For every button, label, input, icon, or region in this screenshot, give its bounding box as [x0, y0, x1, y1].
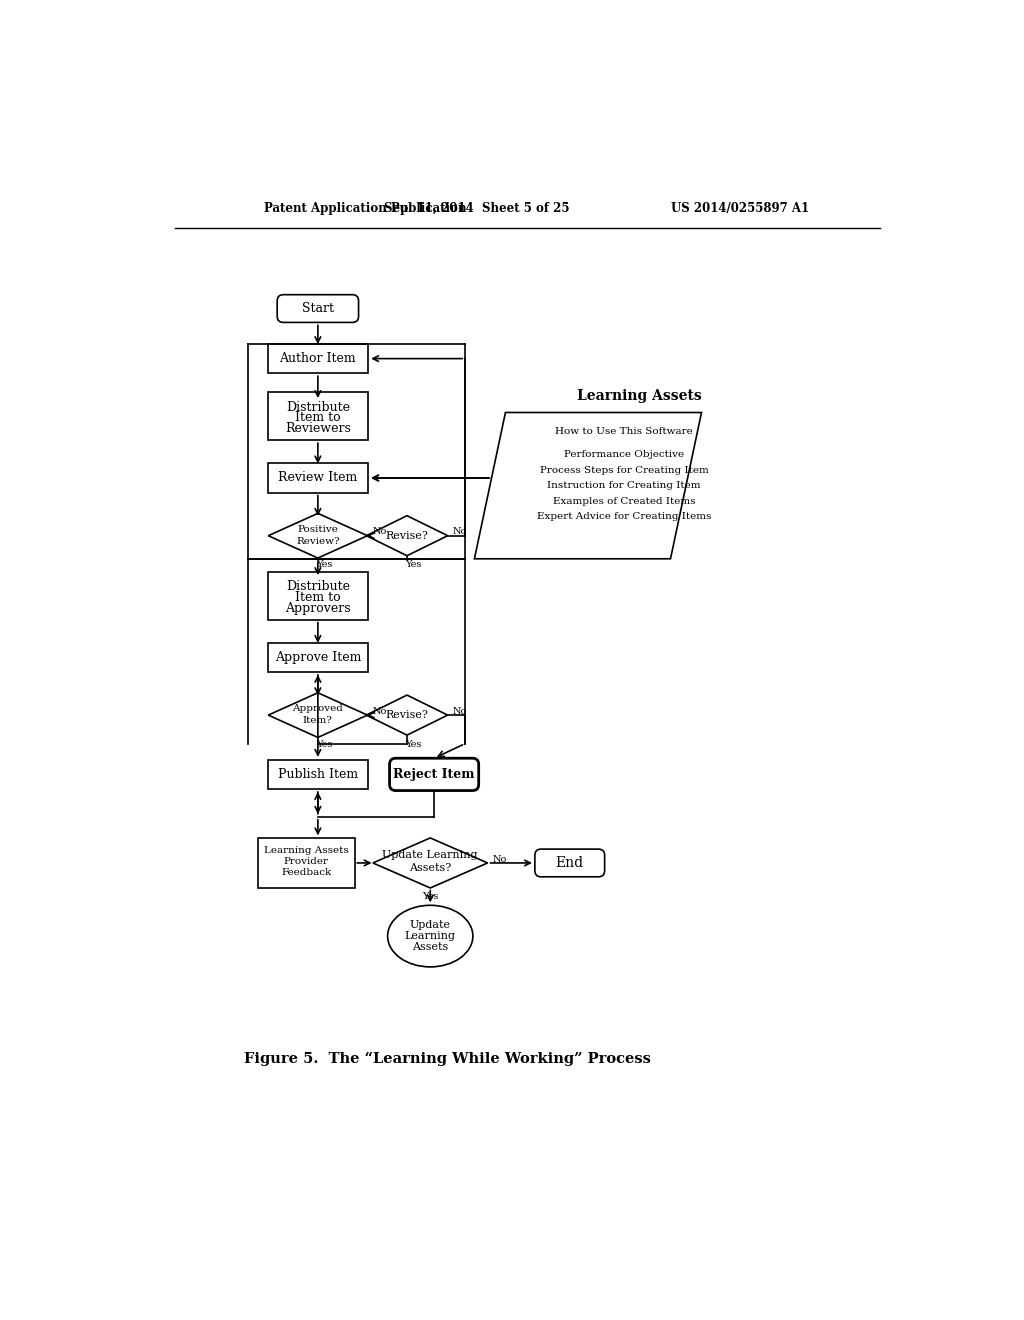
Text: How to Use This Software: How to Use This Software	[555, 428, 693, 436]
Text: Process Steps for Creating Item: Process Steps for Creating Item	[540, 466, 709, 475]
Text: Patent Application Publication: Patent Application Publication	[263, 202, 466, 215]
Text: Learning: Learning	[404, 931, 456, 941]
Text: Author Item: Author Item	[280, 352, 356, 366]
Bar	[267, 760, 369, 789]
Text: Update: Update	[410, 920, 451, 931]
Text: Item to: Item to	[295, 591, 341, 603]
FancyBboxPatch shape	[389, 758, 478, 791]
Text: Distribute: Distribute	[286, 579, 350, 593]
Text: Start: Start	[302, 302, 334, 315]
Bar	[267, 463, 369, 492]
Text: Positive: Positive	[297, 525, 338, 535]
Text: Performance Objective: Performance Objective	[564, 450, 684, 459]
Polygon shape	[474, 412, 701, 558]
Text: Reviewers: Reviewers	[285, 422, 351, 436]
Text: Provider: Provider	[284, 857, 329, 866]
Bar	[267, 392, 369, 441]
Text: Sep. 11, 2014  Sheet 5 of 25: Sep. 11, 2014 Sheet 5 of 25	[384, 202, 569, 215]
Text: Distribute: Distribute	[286, 400, 350, 413]
Polygon shape	[367, 696, 447, 735]
Text: Review Item: Review Item	[279, 471, 357, 484]
Text: Approve Item: Approve Item	[274, 651, 361, 664]
Polygon shape	[268, 693, 368, 738]
Text: Reject Item: Reject Item	[393, 768, 475, 781]
Bar	[267, 643, 369, 672]
Text: No: No	[453, 528, 467, 536]
Text: Item?: Item?	[303, 715, 333, 725]
Text: Approved: Approved	[293, 705, 343, 713]
Text: Instruction for Creating Item: Instruction for Creating Item	[547, 482, 700, 490]
Text: Item to: Item to	[295, 412, 341, 425]
Text: Assets: Assets	[412, 942, 449, 952]
Text: Yes: Yes	[406, 741, 422, 748]
Text: No: No	[373, 528, 387, 536]
Text: Publish Item: Publish Item	[278, 768, 358, 781]
Text: Yes: Yes	[315, 561, 332, 569]
Text: Expert Advice for Creating Items: Expert Advice for Creating Items	[537, 512, 712, 521]
FancyBboxPatch shape	[535, 849, 604, 876]
Text: Examples of Created Items: Examples of Created Items	[553, 496, 695, 506]
Ellipse shape	[388, 906, 473, 966]
Text: Learning Assets: Learning Assets	[264, 846, 348, 855]
Text: Revise?: Revise?	[386, 531, 428, 541]
Text: Figure 5.  The “Learning While Working” Process: Figure 5. The “Learning While Working” P…	[245, 1052, 651, 1067]
Bar	[267, 345, 369, 374]
Text: Learning Assets: Learning Assets	[578, 388, 701, 403]
Text: Assets?: Assets?	[410, 862, 452, 873]
Text: No: No	[373, 706, 387, 715]
Text: Approvers: Approvers	[285, 602, 350, 615]
Text: Update Learning: Update Learning	[383, 850, 478, 861]
Polygon shape	[373, 838, 487, 888]
Text: Yes: Yes	[406, 561, 422, 569]
Text: Review?: Review?	[296, 537, 340, 545]
Text: Yes: Yes	[315, 741, 332, 748]
Bar	[267, 572, 369, 619]
FancyBboxPatch shape	[278, 294, 358, 322]
Bar	[258, 838, 354, 888]
Text: No: No	[493, 854, 507, 863]
Text: Feedback: Feedback	[282, 867, 332, 876]
Text: End: End	[556, 855, 584, 870]
Text: Yes: Yes	[422, 892, 438, 902]
Text: US 2014/0255897 A1: US 2014/0255897 A1	[671, 202, 809, 215]
Text: No: No	[453, 706, 467, 715]
Text: Revise?: Revise?	[386, 710, 428, 721]
Polygon shape	[367, 516, 447, 556]
Polygon shape	[268, 513, 368, 558]
